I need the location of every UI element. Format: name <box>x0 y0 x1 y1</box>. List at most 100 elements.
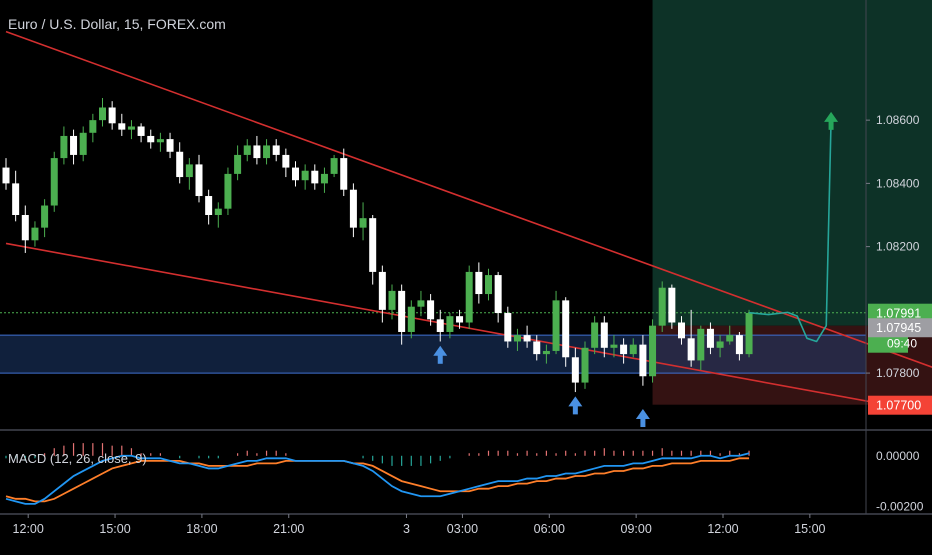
support-arrow-icon <box>635 409 650 428</box>
candle-body <box>60 135 68 159</box>
candle-body <box>108 107 116 124</box>
countdown-box <box>868 334 908 353</box>
macd-line <box>5 452 750 505</box>
countdown-label: 09:40 <box>887 337 917 351</box>
candle-body <box>369 218 377 272</box>
candle-body <box>2 167 10 184</box>
candle-body <box>320 173 328 184</box>
projection-path <box>748 120 832 343</box>
macd-histogram <box>5 443 750 466</box>
time-tick-label: 21:00 <box>273 522 304 536</box>
candle-body <box>185 164 193 178</box>
support-arrow-icon <box>568 396 583 415</box>
candle-body <box>195 164 203 197</box>
candle-body <box>475 271 483 295</box>
candles-group <box>2 98 753 393</box>
candle-body <box>629 344 637 355</box>
time-tick-label: 18:00 <box>186 522 217 536</box>
last-price-label: 1.07991 <box>876 307 921 321</box>
candle-body <box>147 135 155 143</box>
candle-body <box>127 126 135 130</box>
candle-body <box>272 145 280 155</box>
price-tick-label: 1.08200 <box>876 240 920 254</box>
candle-body <box>446 316 454 332</box>
candle-body <box>600 322 608 348</box>
candle-body <box>311 170 319 184</box>
candle-body <box>79 132 87 155</box>
candle-body <box>243 145 251 155</box>
candle-body <box>687 338 695 361</box>
candle-body <box>224 173 232 209</box>
candle-body <box>513 335 521 342</box>
candle-body <box>340 158 348 190</box>
candle-body <box>214 208 222 215</box>
candle-body <box>31 227 39 241</box>
candle-body <box>70 135 78 155</box>
candle-body <box>156 139 164 143</box>
price-tick-label: 1.08600 <box>876 113 920 127</box>
candle-body <box>571 357 579 383</box>
candle-body <box>485 275 492 295</box>
candle-body <box>89 120 97 133</box>
symbol-title: Euro / U.S. Dollar, 15, FOREX.com <box>8 16 226 32</box>
candle-body <box>552 300 560 351</box>
macd-tick-label: 0.00000 <box>876 449 920 463</box>
candle-body <box>12 183 20 215</box>
stop-level-label: 1.07700 <box>876 399 921 413</box>
candle-body <box>504 313 512 342</box>
candle-body <box>658 287 666 326</box>
candle-body <box>398 290 406 332</box>
candle-body <box>234 154 242 174</box>
support-arrow-icon <box>433 345 448 364</box>
candle-body <box>118 123 126 130</box>
candle-body <box>735 335 743 355</box>
candle-body <box>465 271 473 323</box>
candle-body <box>388 290 396 310</box>
candle-body <box>542 350 550 355</box>
candle-body <box>523 335 531 342</box>
candle-body <box>610 344 618 348</box>
candle-body <box>591 322 599 348</box>
candle-body <box>745 313 753 355</box>
time-tick-label: 03:00 <box>447 522 478 536</box>
candle-body <box>407 306 415 332</box>
candle-body <box>668 287 676 323</box>
candle-body <box>436 319 444 332</box>
stop-level-label-box <box>868 395 932 415</box>
trendline-lower <box>5 242 932 414</box>
candle-body <box>620 344 628 355</box>
macd-signal-line <box>5 457 750 503</box>
candle-body <box>706 328 714 348</box>
time-tick-label: 06:00 <box>534 522 565 536</box>
candle-body <box>716 341 724 348</box>
candle-body <box>678 322 685 339</box>
level-mid-label: 1.07945 <box>876 321 921 335</box>
candle-body <box>378 271 386 310</box>
candle-body <box>427 300 435 320</box>
candle-body <box>292 167 299 181</box>
candle-body <box>330 158 338 174</box>
candle-body <box>417 300 425 307</box>
target-zone <box>652 0 932 326</box>
candle-body <box>726 335 734 342</box>
candle-body <box>649 325 657 377</box>
candle-body <box>359 218 367 228</box>
macd-indicator-label[interactable]: MACD (12, 26, close, 9) <box>8 451 147 466</box>
candle-body <box>456 316 464 323</box>
candle-body <box>301 170 309 181</box>
candle-body <box>50 158 58 206</box>
candle-body <box>176 151 184 178</box>
candle-body <box>494 275 502 314</box>
trendline-upper <box>5 30 932 368</box>
candle-body <box>562 300 570 358</box>
time-tick-label: 15:00 <box>99 522 130 536</box>
candle-body <box>137 126 145 136</box>
candle-body <box>282 154 290 168</box>
candle-body <box>581 347 589 383</box>
time-tick-label: 3 <box>403 522 410 536</box>
target-arrow-icon <box>824 111 839 130</box>
macd-tick-label: -0.00200 <box>876 499 924 513</box>
candle-body <box>697 328 705 361</box>
